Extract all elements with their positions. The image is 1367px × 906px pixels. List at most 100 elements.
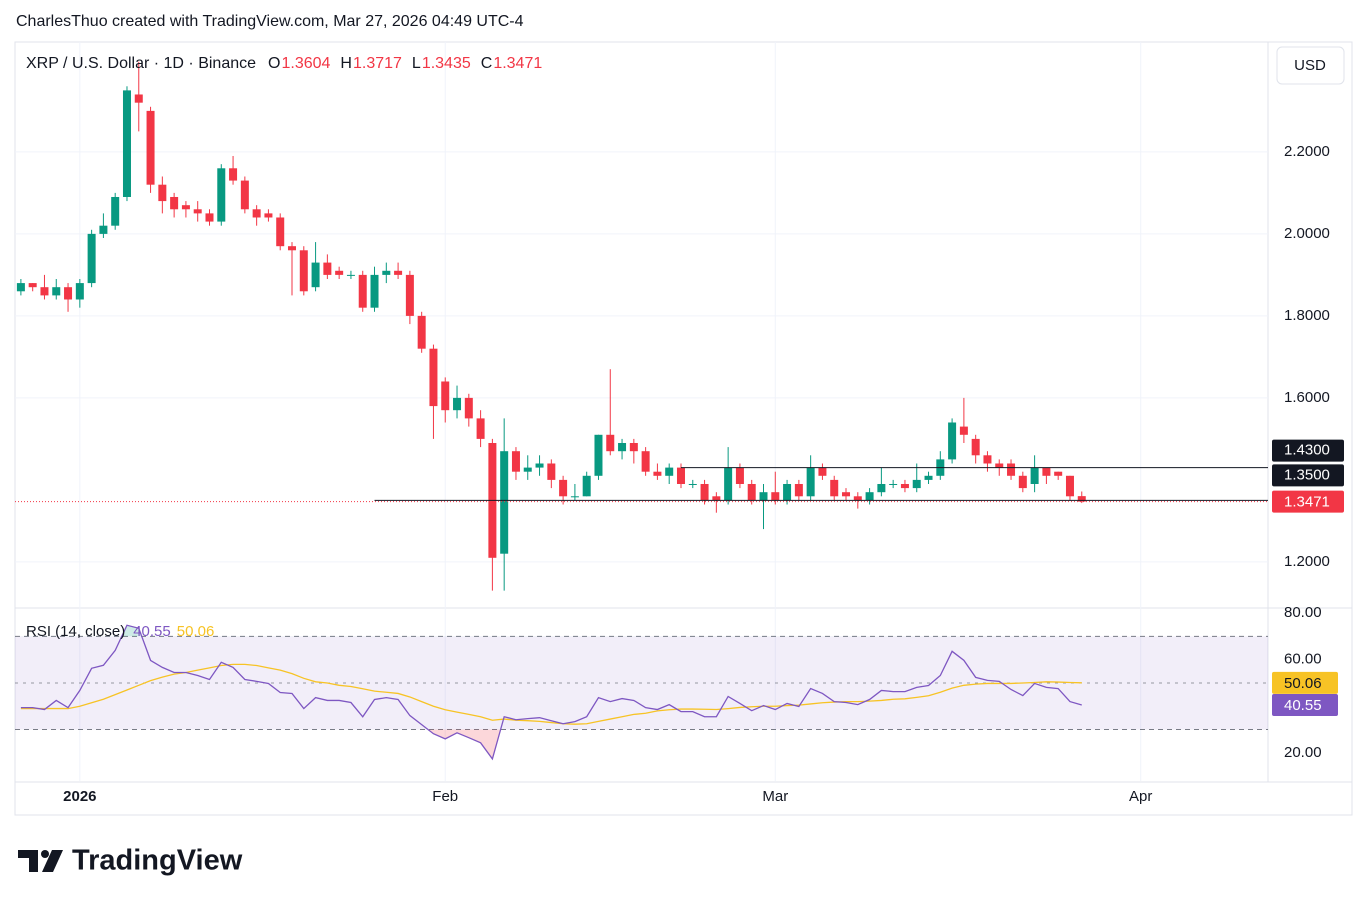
- candle-body: [1054, 471, 1063, 476]
- x-tick-label: Mar: [762, 788, 788, 805]
- candles: [15, 61, 1268, 591]
- candle-body: [417, 315, 426, 349]
- candle-body: [559, 479, 568, 497]
- rsi-legend-value: 40.55: [133, 623, 171, 640]
- ohlc-key: C: [481, 55, 493, 72]
- x-tick-label: Feb: [432, 788, 458, 805]
- candle-body: [288, 246, 297, 251]
- candle-body: [853, 496, 862, 501]
- candle-body: [547, 463, 556, 480]
- candle-body: [476, 418, 485, 439]
- candle-body: [87, 233, 96, 284]
- candle-body: [771, 492, 780, 501]
- candle-body: [983, 455, 992, 464]
- rsi-value-box: [1272, 693, 1338, 716]
- logo-icon: [18, 850, 38, 872]
- candle-body: [912, 479, 921, 489]
- y-tick-label: 1.8000: [1284, 307, 1330, 324]
- candle-body: [346, 274, 355, 276]
- y-tick-label: 2.0000: [1284, 225, 1330, 242]
- symbol-title: XRP / U.S. Dollar · 1D · Binance: [26, 55, 256, 72]
- labels: 2026 Feb Mar Apr 1.2000 1.6000 1.8000 2.0000 2.2…: [63, 55, 1344, 805]
- candle-body: [146, 110, 155, 185]
- candle-body: [311, 262, 320, 288]
- ohlc-key: O: [268, 55, 280, 72]
- rsi-value-label: 50.06: [1284, 675, 1322, 692]
- candle-body: [924, 475, 933, 480]
- candle-body: [523, 467, 532, 472]
- candle-body: [64, 287, 73, 300]
- candle-body: [429, 348, 438, 407]
- candle-body: [358, 274, 367, 308]
- currency-button[interactable]: [1276, 46, 1345, 85]
- rsi-tick-label: 60.00: [1284, 651, 1322, 668]
- candle-body: [52, 287, 61, 296]
- rsi-line: [20, 624, 1082, 761]
- rsi-value-label: 40.55: [1284, 697, 1322, 714]
- candle-body: [582, 475, 591, 497]
- candle-body: [594, 434, 603, 476]
- rsi-title: RSI (14, close): [26, 623, 125, 640]
- candle-body: [75, 283, 84, 300]
- candle-body: [724, 467, 733, 501]
- candle-body: [511, 451, 520, 472]
- candle-body: [971, 438, 980, 456]
- level-label: 1.3500: [1284, 466, 1330, 483]
- ohlc-value: 1.3471: [493, 55, 542, 72]
- rsi-pane: [15, 624, 1268, 761]
- candle-body: [535, 463, 544, 468]
- candle-body: [193, 209, 202, 214]
- x-tick-label: 2026: [63, 788, 96, 805]
- candle-body: [747, 483, 756, 501]
- candle-body: [865, 492, 874, 501]
- rsi-value-box: [1272, 671, 1338, 694]
- candle-body: [1007, 463, 1016, 476]
- candle-body: [606, 434, 615, 452]
- candle-body: [122, 90, 131, 197]
- candle-body: [995, 463, 1004, 468]
- y-tick-label: 1.6000: [1284, 389, 1330, 406]
- candle-body: [877, 483, 886, 493]
- candle-body: [217, 168, 226, 222]
- candle-body: [641, 451, 650, 472]
- candle-body: [240, 180, 249, 210]
- candle-body: [405, 274, 414, 316]
- candle-body: [229, 168, 238, 181]
- level-label-box: [1272, 464, 1344, 487]
- frame: [14, 41, 1353, 816]
- candle-body: [665, 467, 674, 476]
- candle-body: [570, 496, 579, 498]
- candle-body: [712, 496, 721, 501]
- level-label: 1.4300: [1284, 442, 1330, 459]
- candle-body: [264, 213, 273, 218]
- ohlc-value: 1.3604: [281, 55, 330, 72]
- candle-body: [959, 426, 968, 435]
- candle-body: [948, 422, 957, 460]
- candle-body: [500, 451, 509, 554]
- candle-body: [830, 479, 839, 497]
- candle-body: [794, 483, 803, 497]
- candle-body: [818, 467, 827, 476]
- rsi-tick-label: 80.00: [1284, 604, 1322, 621]
- candle-body: [783, 483, 792, 501]
- candle-body: [676, 467, 685, 484]
- logo-text: TradingView: [72, 845, 243, 877]
- currency[interactable]: USD: [1294, 57, 1326, 74]
- candle-body: [299, 250, 308, 292]
- header: CharlesThuo created with TradingView.com…: [16, 13, 524, 30]
- candle-body: [252, 209, 261, 218]
- rsi-legend-value: 50.06: [177, 623, 215, 640]
- candle-body: [205, 213, 214, 222]
- candle-body: [441, 381, 450, 411]
- candle-body: [170, 196, 179, 210]
- last-price-box: [1272, 490, 1344, 513]
- logo: TradingView: [18, 845, 243, 877]
- y-tick-label: 1.2000: [1284, 553, 1330, 570]
- logo-icon: [41, 850, 49, 858]
- candle-body: [618, 442, 627, 452]
- level-label-box: [1272, 439, 1344, 462]
- last-price-label: 1.3471: [1284, 494, 1330, 511]
- grid: [15, 42, 1268, 781]
- candle-body: [759, 492, 768, 501]
- ohlc-value: 1.3717: [353, 55, 402, 72]
